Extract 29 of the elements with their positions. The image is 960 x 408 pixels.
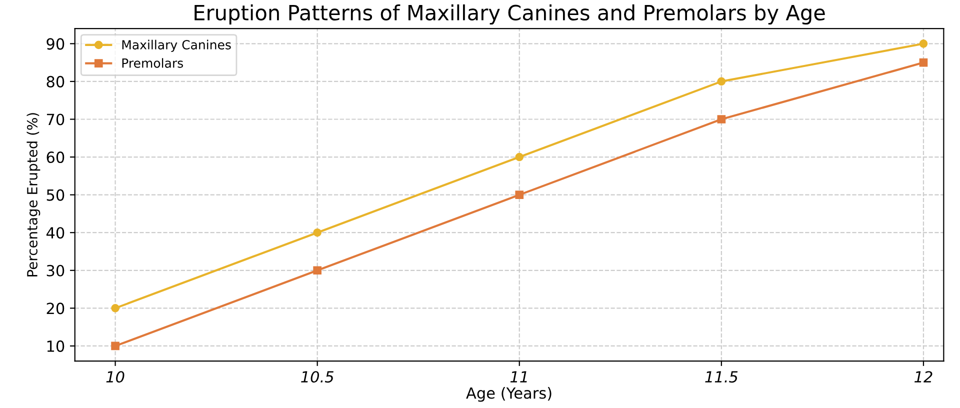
- y-tick-label: 60: [46, 152, 64, 164]
- x-tick-label: 12: [914, 371, 932, 382]
- x-axis-title: Age (Years): [466, 386, 552, 402]
- legend-label: Maxillary Canines: [122, 40, 231, 52]
- point: [919, 40, 928, 48]
- point: [515, 190, 524, 199]
- y-tick-label: 90: [46, 38, 64, 50]
- x-tick-label: 11.5: [705, 371, 738, 383]
- point: [111, 304, 120, 312]
- point: [313, 228, 322, 237]
- point: [111, 342, 120, 350]
- y-tick-label: 10: [47, 340, 64, 352]
- legend-label: Premolars: [122, 58, 183, 68]
- x-tick-label: 10: [106, 371, 124, 383]
- y-tick-label: 80: [46, 76, 64, 88]
- point: [313, 266, 322, 275]
- y-tick-label: 40: [46, 227, 64, 239]
- y-tick-label: 70: [46, 114, 64, 126]
- point: [717, 115, 726, 124]
- chart-title: Eruption Patterns of Maxillary Canines and Premolars by Age: [194, 4, 825, 25]
- point: [919, 58, 928, 67]
- x-tick-label: 11: [510, 371, 527, 382]
- y-axis-title: Percentage Erupted (%): [26, 113, 40, 276]
- y-tick-label: 20: [46, 302, 64, 314]
- point: [515, 152, 524, 162]
- y-tick-label: 50: [46, 189, 64, 201]
- y-tick-label: 30: [46, 264, 64, 276]
- x-tick-label: 10.5: [301, 371, 334, 383]
- point: [717, 77, 726, 86]
